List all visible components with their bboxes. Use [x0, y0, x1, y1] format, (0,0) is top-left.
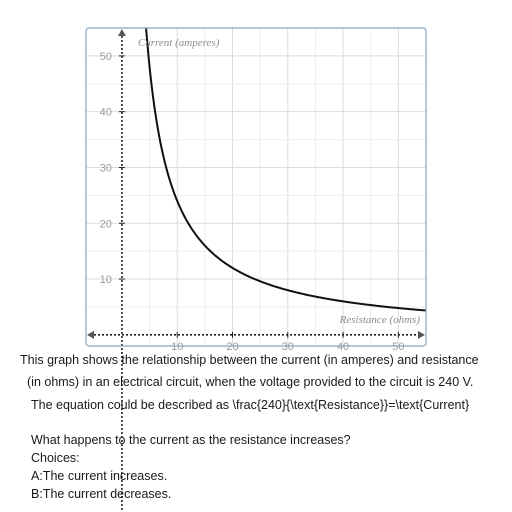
x-tick-label: 10: [171, 341, 183, 353]
y-tick-label: 20: [100, 218, 112, 230]
x-axis-arrow-right: [418, 330, 425, 339]
x-axis-arrow-left: [87, 330, 94, 339]
y-tick-label: 50: [100, 51, 112, 63]
chart-frame: [85, 27, 427, 347]
y-axis-label: Current (amperes): [138, 37, 220, 49]
question-line-1: This graph shows the relationship betwee…: [20, 353, 479, 367]
x-tick-label: 30: [282, 341, 294, 353]
tick-labels: 10 20 30 40 50 10 20 30 40 50: [100, 51, 405, 353]
x-axis-label: Resistance (ohms): [339, 314, 421, 326]
series-curve: [145, 27, 427, 312]
question-line-2: (in ohms) in an electrical circuit, when…: [27, 375, 474, 389]
grid: [86, 27, 427, 346]
y-tick-label: 40: [100, 107, 112, 119]
question-prompt: What happens to the current as the resis…: [31, 433, 351, 447]
x-tick-label: 20: [226, 341, 238, 353]
choices-label: Choices:: [31, 451, 80, 465]
axes: [87, 29, 425, 512]
y-axis-arrow-up: [117, 29, 126, 36]
x-tick-label: 50: [392, 341, 404, 353]
choice-a: A:The current increases.: [31, 469, 168, 483]
y-tick-label: 30: [100, 162, 112, 174]
choice-b: B:The current decreases.: [31, 487, 172, 501]
equation-line: The equation could be described as \frac…: [31, 398, 470, 412]
y-tick-label: 10: [100, 274, 112, 286]
x-tick-label: 40: [337, 341, 349, 353]
